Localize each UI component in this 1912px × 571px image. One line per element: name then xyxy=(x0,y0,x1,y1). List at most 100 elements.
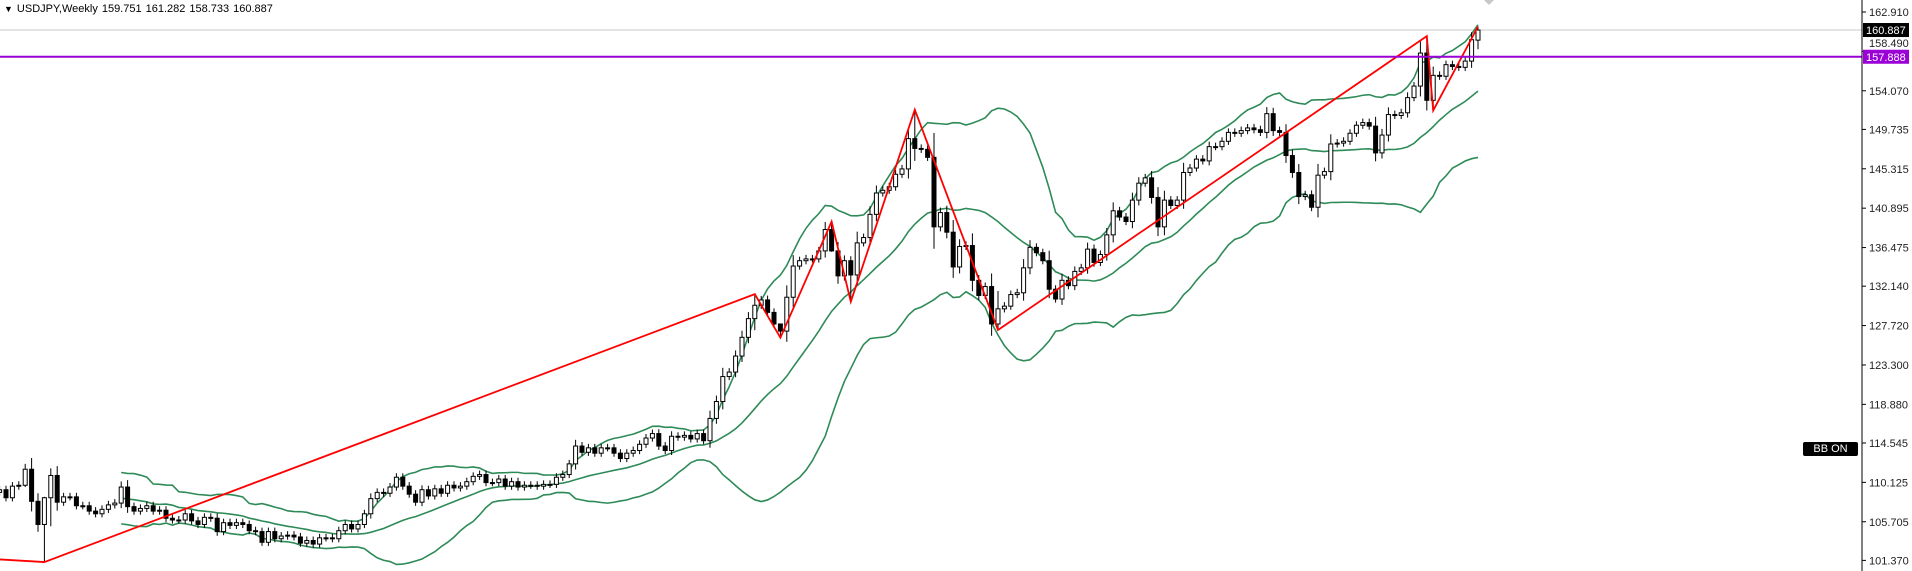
candle-body xyxy=(1379,134,1385,154)
candle xyxy=(496,475,502,487)
high-value: 161.282 xyxy=(145,3,186,15)
low-value: 158.733 xyxy=(189,3,230,15)
candle-body xyxy=(9,485,15,499)
axis-tick-label: 101.370 xyxy=(1869,555,1909,567)
candle xyxy=(694,429,700,443)
axis-tick-label: 118.880 xyxy=(1869,399,1908,411)
candle-body xyxy=(1033,246,1039,254)
candle-body xyxy=(771,311,777,325)
candle xyxy=(1001,302,1007,313)
candle-body xyxy=(163,509,169,519)
candle xyxy=(649,429,655,442)
candle xyxy=(1405,92,1411,118)
shift-marker-icon[interactable] xyxy=(1484,0,1494,5)
axis-tick-label: 132.140 xyxy=(1869,281,1909,293)
candle xyxy=(189,509,195,525)
candle xyxy=(1021,259,1027,301)
candle-body xyxy=(534,484,540,487)
candle-body xyxy=(240,522,246,525)
candle-body xyxy=(489,482,495,485)
candle-body xyxy=(1187,167,1193,173)
candle xyxy=(605,443,611,452)
candle xyxy=(509,477,515,490)
candle-body xyxy=(1232,131,1238,134)
candle-body xyxy=(1296,171,1302,198)
candle xyxy=(355,520,361,533)
candle-body xyxy=(1161,199,1167,228)
candle xyxy=(86,501,92,515)
candle-body xyxy=(54,474,60,503)
candle-body xyxy=(1424,52,1430,101)
candle xyxy=(1040,248,1046,265)
candle-body xyxy=(259,531,265,543)
candle-body xyxy=(1008,294,1014,307)
candle-body xyxy=(1347,132,1353,142)
triangle-down-icon[interactable]: ▼ xyxy=(4,4,13,14)
candle xyxy=(1462,57,1468,71)
candle xyxy=(585,443,591,456)
candle xyxy=(899,164,905,178)
candle-body xyxy=(1168,199,1174,206)
candle xyxy=(105,500,111,513)
candle xyxy=(592,443,598,457)
price-axis[interactable]: 162.910 158.490 154.070 149.735 145.315 140.8… xyxy=(1862,7,1909,567)
candle xyxy=(61,492,67,506)
level-price-tag: 157.888 xyxy=(1866,52,1906,64)
candle-body xyxy=(1206,146,1212,162)
candle-body xyxy=(1091,248,1097,263)
candle xyxy=(67,492,73,501)
candle xyxy=(1110,202,1116,243)
candle xyxy=(329,533,335,543)
candle xyxy=(457,482,463,492)
candle-body xyxy=(457,485,463,489)
candle-body xyxy=(323,537,329,540)
candle-body xyxy=(67,496,73,499)
candle-body xyxy=(278,535,284,540)
candle-body xyxy=(99,508,105,515)
candle-body xyxy=(1309,194,1315,208)
candle-body xyxy=(285,534,291,537)
candle-body xyxy=(1027,246,1033,269)
bb-on-badge[interactable]: BB ON xyxy=(1803,442,1858,456)
candle-body xyxy=(649,433,655,439)
candle-body xyxy=(547,483,553,486)
candle-body xyxy=(432,488,438,497)
candle-body xyxy=(361,513,367,525)
candle xyxy=(1475,26,1481,50)
candle xyxy=(861,233,867,247)
candle-body xyxy=(528,484,534,487)
candle xyxy=(1206,141,1212,166)
candle xyxy=(1353,121,1359,137)
candle xyxy=(1161,190,1167,236)
candle-body xyxy=(1289,155,1295,173)
candle-body xyxy=(585,447,591,453)
candle-body xyxy=(765,299,771,313)
candle xyxy=(707,410,713,448)
candle xyxy=(93,507,99,518)
candle xyxy=(80,501,86,510)
candle xyxy=(9,482,15,502)
candle xyxy=(387,483,393,497)
candle xyxy=(1264,107,1270,139)
candle-body xyxy=(854,242,860,276)
candle-body xyxy=(246,523,252,532)
candles xyxy=(0,26,1481,563)
candle xyxy=(726,368,732,381)
candle xyxy=(854,231,860,286)
candle-body xyxy=(1155,196,1161,228)
candle-body xyxy=(438,488,444,494)
candle-body xyxy=(893,173,899,188)
candle-body xyxy=(297,536,303,544)
candle-body xyxy=(624,452,630,460)
candle xyxy=(413,490,419,506)
candle-body xyxy=(169,517,175,521)
candle xyxy=(1321,167,1327,179)
candle xyxy=(598,443,604,457)
candle xyxy=(432,484,438,500)
candle xyxy=(361,509,367,529)
candle-body xyxy=(566,463,572,476)
candle xyxy=(912,109,918,161)
candle-body xyxy=(1193,158,1199,169)
candle xyxy=(720,367,726,410)
